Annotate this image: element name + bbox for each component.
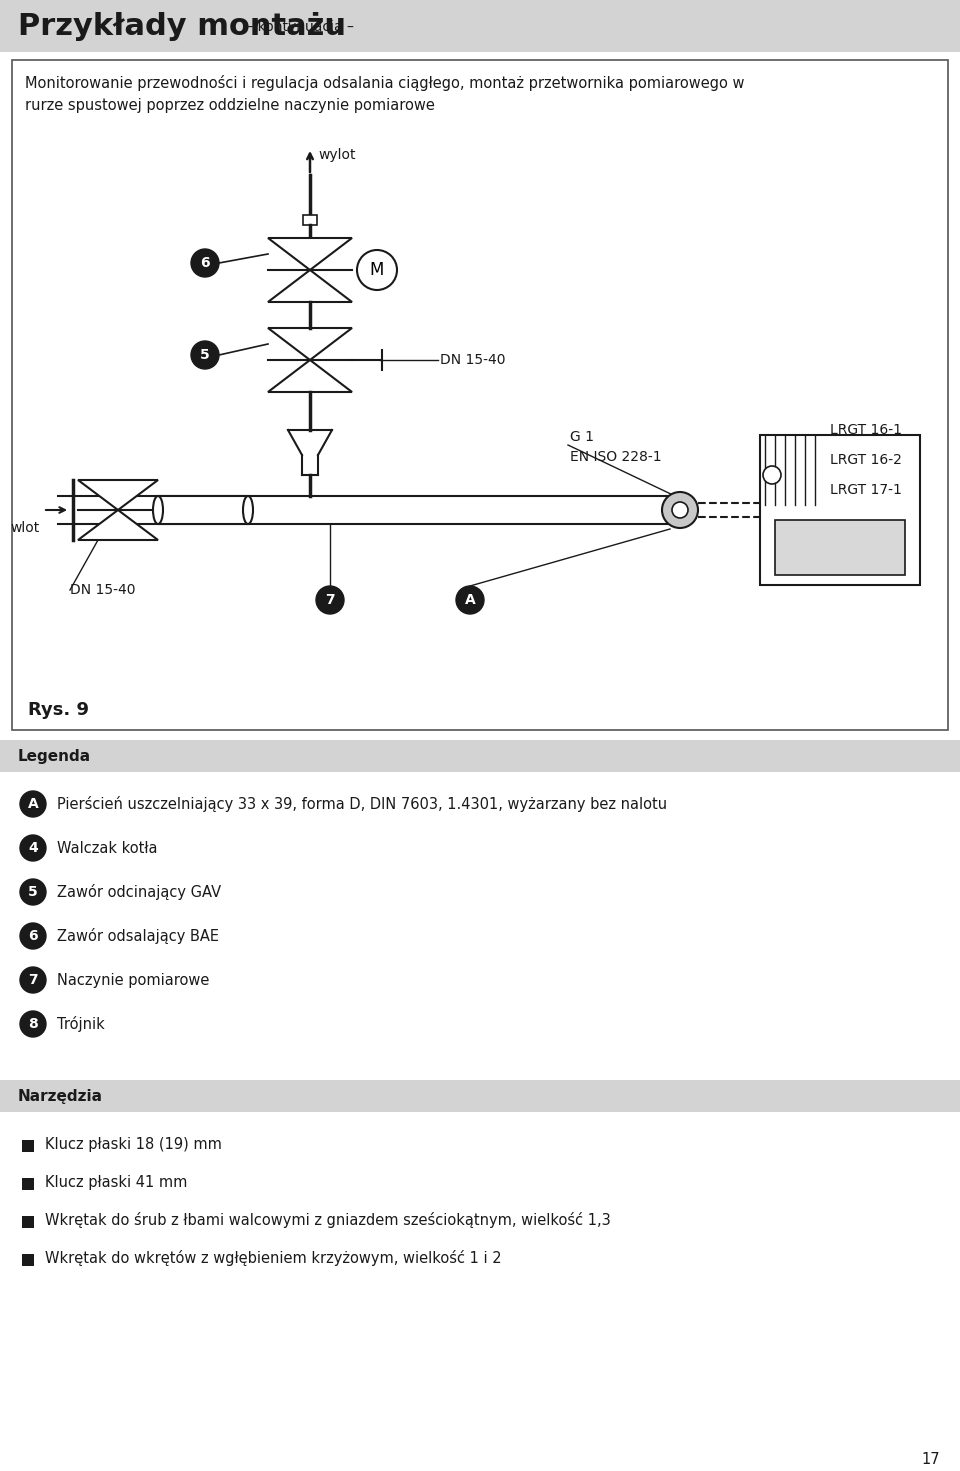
Text: LRGT 17-1: LRGT 17-1 <box>830 482 901 497</box>
Text: 7: 7 <box>325 593 335 608</box>
Circle shape <box>316 585 344 613</box>
Circle shape <box>357 250 397 290</box>
Text: Klucz płaski 18 (19) mm: Klucz płaski 18 (19) mm <box>45 1137 222 1152</box>
Text: 17: 17 <box>922 1452 940 1468</box>
Text: 5: 5 <box>28 886 37 899</box>
Text: Naczynie pomiarowe: Naczynie pomiarowe <box>57 972 209 987</box>
Text: wylot: wylot <box>318 149 355 162</box>
Bar <box>760 435 920 585</box>
Circle shape <box>20 880 46 905</box>
Text: Wkrętak do śrub z łbami walcowymi z gniazdem sześciokątnym, wielkość 1,3: Wkrętak do śrub z łbami walcowymi z gnia… <box>45 1212 611 1228</box>
Circle shape <box>191 249 219 277</box>
Circle shape <box>763 466 781 484</box>
Ellipse shape <box>243 496 253 524</box>
Bar <box>158 496 248 524</box>
Text: Monitorowanie przewodności i regulacja odsalania ciągłego, montaż przetwornika p: Monitorowanie przewodności i regulacja o… <box>25 75 745 113</box>
Circle shape <box>20 791 46 816</box>
Polygon shape <box>268 238 352 271</box>
Polygon shape <box>268 271 352 302</box>
Text: Rys. 9: Rys. 9 <box>28 702 89 719</box>
Text: LRGT 16-2: LRGT 16-2 <box>830 453 901 466</box>
Text: – kontynuacja –: – kontynuacja – <box>242 21 354 34</box>
Text: Pierścień uszczelniający 33 x 39, forma D, DIN 7603, 1.4301, wyżarzany bez nalot: Pierścień uszczelniający 33 x 39, forma … <box>57 796 667 812</box>
Text: Trójnik: Trójnik <box>57 1016 105 1033</box>
Text: DN 15-40: DN 15-40 <box>440 353 506 366</box>
Text: LRGT 16-1: LRGT 16-1 <box>830 424 902 437</box>
Bar <box>22 1217 34 1228</box>
Ellipse shape <box>153 496 163 524</box>
Bar <box>22 1253 34 1267</box>
Text: Legenda: Legenda <box>18 749 91 763</box>
Polygon shape <box>78 510 158 540</box>
Polygon shape <box>268 360 352 391</box>
Circle shape <box>672 502 688 518</box>
Polygon shape <box>268 328 352 360</box>
Circle shape <box>20 836 46 861</box>
Text: M: M <box>370 260 384 279</box>
Text: DN 15-40: DN 15-40 <box>70 583 135 597</box>
Bar <box>12 60 948 730</box>
Circle shape <box>662 491 698 528</box>
Circle shape <box>456 585 484 613</box>
Text: 8: 8 <box>28 1016 37 1031</box>
Text: A: A <box>465 593 475 608</box>
Bar <box>775 521 905 575</box>
Text: A: A <box>28 797 38 811</box>
Circle shape <box>20 922 46 949</box>
Bar <box>22 1178 34 1190</box>
Text: 6: 6 <box>28 930 37 943</box>
Bar <box>0 740 960 772</box>
Text: 5: 5 <box>200 349 210 362</box>
Text: Zawór odcinający GAV: Zawór odcinający GAV <box>57 884 221 900</box>
Text: 7: 7 <box>28 972 37 987</box>
Text: G 1
EN ISO 228-1: G 1 EN ISO 228-1 <box>570 430 661 463</box>
Text: Przykłady montażu: Przykłady montażu <box>18 12 346 41</box>
Circle shape <box>20 966 46 993</box>
Polygon shape <box>78 480 158 510</box>
Bar <box>22 1140 34 1152</box>
Text: Klucz płaski 41 mm: Klucz płaski 41 mm <box>45 1174 187 1190</box>
Text: Narzędzia: Narzędzia <box>18 1089 103 1103</box>
Text: 6: 6 <box>201 256 210 271</box>
Text: Zawór odsalający BAE: Zawór odsalający BAE <box>57 928 219 944</box>
Circle shape <box>20 1011 46 1037</box>
Circle shape <box>191 341 219 369</box>
Bar <box>0 0 960 51</box>
Text: Walczak kotła: Walczak kotła <box>57 840 157 856</box>
Bar <box>0 1080 960 1112</box>
Text: Wkrętak do wkrętów z wgłębieniem krzyżowym, wielkość 1 i 2: Wkrętak do wkrętów z wgłębieniem krzyżow… <box>45 1250 502 1267</box>
Bar <box>303 215 317 225</box>
Text: 4: 4 <box>28 841 37 855</box>
Text: wlot: wlot <box>11 521 40 535</box>
